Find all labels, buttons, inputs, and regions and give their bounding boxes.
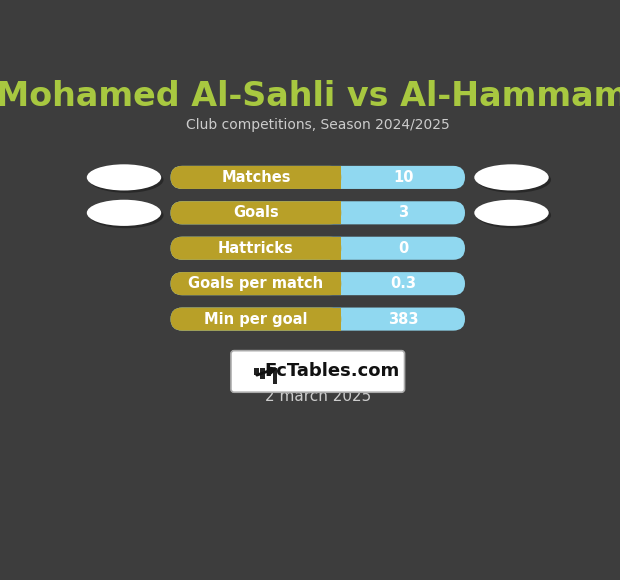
Bar <box>330 237 341 260</box>
Text: FcTables.com: FcTables.com <box>264 362 399 380</box>
Text: Goals per match: Goals per match <box>188 276 324 291</box>
Text: Club competitions, Season 2024/2025: Club competitions, Season 2024/2025 <box>186 118 450 132</box>
Text: 3: 3 <box>398 205 408 220</box>
Ellipse shape <box>477 202 551 228</box>
Text: 0: 0 <box>398 241 409 256</box>
Text: Goals: Goals <box>233 205 279 220</box>
Bar <box>330 307 341 331</box>
Bar <box>330 166 341 189</box>
Ellipse shape <box>474 164 549 190</box>
FancyBboxPatch shape <box>170 272 341 295</box>
Bar <box>254 368 259 375</box>
FancyBboxPatch shape <box>170 201 465 224</box>
Ellipse shape <box>477 166 551 193</box>
FancyBboxPatch shape <box>170 272 465 295</box>
Bar <box>260 368 265 379</box>
Text: Hattricks: Hattricks <box>218 241 294 256</box>
Text: Matches: Matches <box>221 170 291 185</box>
FancyBboxPatch shape <box>170 307 341 331</box>
Bar <box>330 272 341 295</box>
FancyBboxPatch shape <box>231 351 404 392</box>
FancyBboxPatch shape <box>170 166 465 189</box>
FancyBboxPatch shape <box>170 237 341 260</box>
FancyBboxPatch shape <box>170 307 465 331</box>
Ellipse shape <box>87 164 161 190</box>
FancyBboxPatch shape <box>170 237 465 260</box>
Ellipse shape <box>89 202 164 228</box>
Ellipse shape <box>89 166 164 193</box>
Ellipse shape <box>87 200 161 226</box>
FancyBboxPatch shape <box>170 201 341 224</box>
Text: 10: 10 <box>393 170 414 185</box>
Ellipse shape <box>474 200 549 226</box>
Text: Mohamed Al-Sahli vs Al-Hammami: Mohamed Al-Sahli vs Al-Hammami <box>0 80 620 113</box>
Bar <box>273 368 278 384</box>
Text: 383: 383 <box>388 311 419 327</box>
FancyBboxPatch shape <box>170 166 341 189</box>
Text: 2 march 2025: 2 march 2025 <box>265 389 371 404</box>
Text: Min per goal: Min per goal <box>204 311 308 327</box>
Bar <box>267 368 272 376</box>
Bar <box>330 201 341 224</box>
Text: 0.3: 0.3 <box>390 276 416 291</box>
